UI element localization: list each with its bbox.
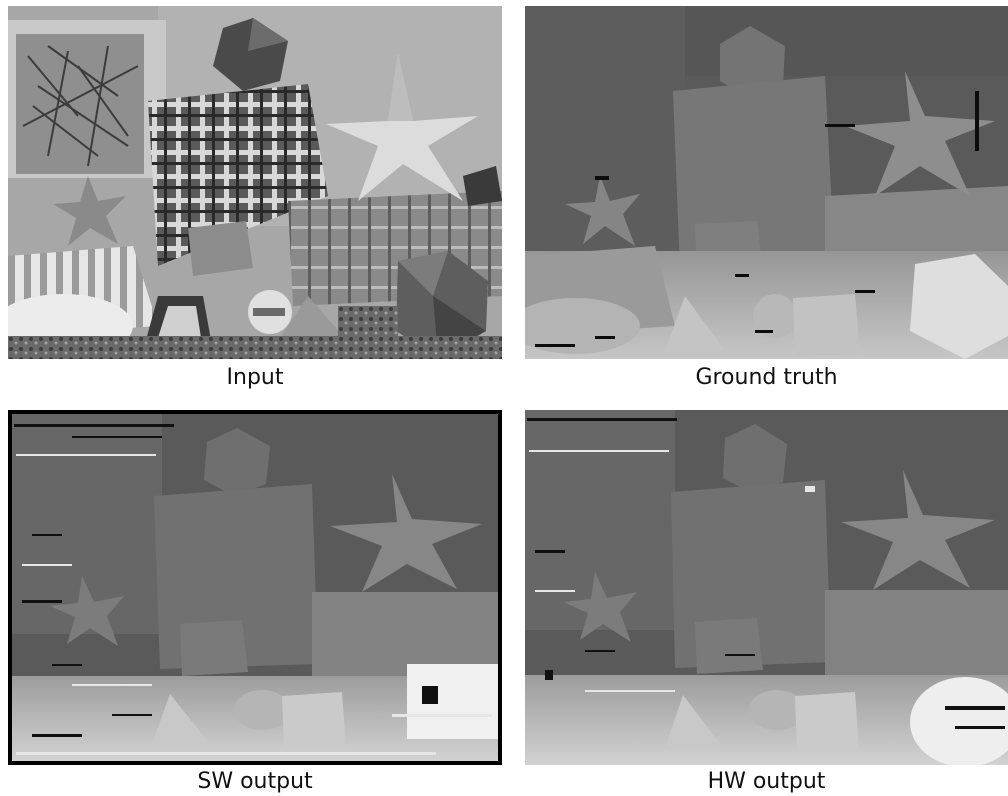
hw-output-image <box>525 410 1008 765</box>
sw-output-image <box>8 410 502 765</box>
sw-output-caption: SW output <box>197 769 313 794</box>
input-caption: Input <box>226 365 284 390</box>
ground-truth-caption: Ground truth <box>695 365 838 390</box>
hw-output-caption: HW output <box>707 769 826 794</box>
input-image <box>8 6 502 359</box>
ground-truth-image <box>525 6 1008 359</box>
